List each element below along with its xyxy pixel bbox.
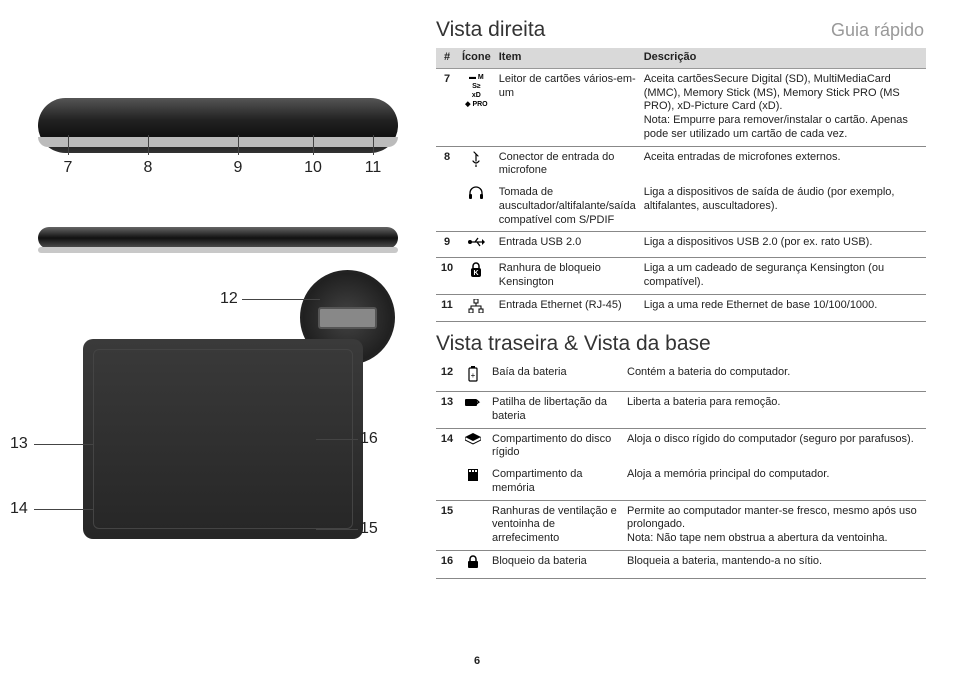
cell-icon: K bbox=[458, 258, 495, 295]
label-11: 11 bbox=[348, 159, 398, 177]
cell-num: 8 bbox=[436, 146, 458, 182]
label-10: 10 bbox=[278, 159, 348, 177]
cell-desc: Liga a um cadeado de segurança Kensingto… bbox=[640, 258, 926, 295]
cell-num: 12 bbox=[436, 362, 458, 391]
battery-lock-icon bbox=[467, 555, 479, 569]
cell-desc: Permite ao computador manter-se fresco, … bbox=[623, 500, 926, 550]
card-reader-icon: ▬ MS≥xD◆ PRO bbox=[465, 73, 488, 109]
cell-desc: Liga a uma rede Ethernet de base 10/100/… bbox=[640, 294, 926, 322]
battery-release-icon bbox=[465, 396, 481, 408]
callout-14: 14 bbox=[10, 500, 28, 518]
th-item: Item bbox=[495, 48, 640, 68]
page-number: 6 bbox=[474, 655, 480, 667]
cell-icon bbox=[458, 146, 495, 182]
cell-icon bbox=[458, 550, 488, 578]
table-row: 8 Conector de entrada do microfone Aceit… bbox=[436, 146, 926, 182]
table-vista-direita: # Ícone Item Descrição 7 ▬ MS≥xD◆ PRO Le… bbox=[436, 48, 926, 322]
cell-desc: Contém a bateria do computador. bbox=[623, 362, 926, 391]
cell-desc: Bloqueia a bateria, mantendo-a no sítio. bbox=[623, 550, 926, 578]
cell-item: Ranhuras de ventilação e ventoinha de ar… bbox=[488, 500, 623, 550]
cell-icon bbox=[458, 182, 495, 232]
th-desc: Descrição bbox=[640, 48, 926, 68]
cell-icon: + bbox=[458, 362, 488, 391]
svg-text:+: + bbox=[471, 371, 476, 380]
table-row: 7 ▬ MS≥xD◆ PRO Leitor de cartões vários-… bbox=[436, 68, 926, 146]
cell-icon bbox=[458, 294, 495, 322]
table-row: 12 + Baía da bateria Contém a bateria do… bbox=[436, 362, 926, 391]
guide-label: Guia rápido bbox=[831, 20, 924, 41]
memory-icon bbox=[467, 468, 479, 482]
cell-num bbox=[436, 182, 458, 232]
usb-icon bbox=[467, 236, 485, 248]
cell-item: Entrada Ethernet (RJ-45) bbox=[495, 294, 640, 322]
cell-desc: Liberta a bateria para remoção. bbox=[623, 392, 926, 429]
table-row: 11 Entrada Ethernet (RJ-45) Liga a uma r… bbox=[436, 294, 926, 322]
kensington-lock-icon: K bbox=[470, 262, 482, 278]
cell-icon bbox=[458, 464, 488, 500]
cell-desc: Aloja a memória principal do computador. bbox=[623, 464, 926, 500]
th-num: # bbox=[436, 48, 458, 68]
cell-item: Conector de entrada do microfone bbox=[495, 146, 640, 182]
th-icon: Ícone bbox=[458, 48, 495, 68]
side-view-labels: 7 8 9 10 11 bbox=[38, 159, 398, 177]
cell-num: 16 bbox=[436, 550, 458, 578]
cell-desc: Aceita entradas de microfones externos. bbox=[640, 146, 926, 182]
cell-num: 9 bbox=[436, 232, 458, 258]
cell-icon bbox=[458, 428, 488, 464]
cell-item: Bloqueio da bateria bbox=[488, 550, 623, 578]
callout-16: 16 bbox=[360, 430, 378, 448]
headphone-icon bbox=[468, 186, 484, 200]
microphone-icon bbox=[469, 151, 483, 167]
label-7: 7 bbox=[38, 159, 98, 177]
rear-view-image bbox=[38, 227, 398, 249]
table-vista-base: 12 + Baía da bateria Contém a bateria do… bbox=[436, 362, 926, 578]
callout-13: 13 bbox=[10, 435, 28, 453]
cell-desc: Aloja o disco rígido do computador (segu… bbox=[623, 428, 926, 464]
table-row: 14 Compartimento do disco rígido Aloja o… bbox=[436, 428, 926, 464]
cell-icon bbox=[458, 500, 488, 550]
left-column: 7 8 9 10 11 12 bbox=[28, 18, 418, 579]
cell-icon bbox=[458, 232, 495, 258]
cell-desc: Liga a dispositivos USB 2.0 (por ex. rat… bbox=[640, 232, 926, 258]
cell-item: Compartimento da memória bbox=[488, 464, 623, 500]
ethernet-icon bbox=[468, 299, 484, 313]
hdd-icon bbox=[465, 433, 481, 445]
cell-icon bbox=[458, 392, 488, 429]
cell-item: Patilha de libertação da bateria bbox=[488, 392, 623, 429]
cell-num: 11 bbox=[436, 294, 458, 322]
label-12: 12 bbox=[220, 290, 238, 308]
cell-item: Entrada USB 2.0 bbox=[495, 232, 640, 258]
table-row: 15 Ranhuras de ventilação e ventoinha de… bbox=[436, 500, 926, 550]
cell-item: Compartimento do disco rígido bbox=[488, 428, 623, 464]
section2-title: Vista traseira & Vista da base bbox=[436, 332, 926, 356]
svg-text:K: K bbox=[474, 270, 479, 277]
cell-item: Ranhura de bloqueio Kensington bbox=[495, 258, 640, 295]
cell-item: Baía da bateria bbox=[488, 362, 623, 391]
table-row: 13 Patilha de libertação da bateria Libe… bbox=[436, 392, 926, 429]
cell-num: 13 bbox=[436, 392, 458, 429]
battery-icon: + bbox=[468, 366, 478, 382]
cell-num: 7 bbox=[436, 68, 458, 146]
callout-15: 15 bbox=[360, 520, 378, 538]
table-row: 9 Entrada USB 2.0 Liga a dispositivos US… bbox=[436, 232, 926, 258]
table-row: 10 K Ranhura de bloqueio Kensington Liga… bbox=[436, 258, 926, 295]
cell-desc: Liga a dispositivos de saída de áudio (p… bbox=[640, 182, 926, 232]
cell-item: Leitor de cartões vários-em-um bbox=[495, 68, 640, 146]
cell-num bbox=[436, 464, 458, 500]
label-9: 9 bbox=[198, 159, 278, 177]
table-row: 16 Bloqueio da bateria Bloqueia a bateri… bbox=[436, 550, 926, 578]
table-row: Tomada de auscultador/altifalante/saída … bbox=[436, 182, 926, 232]
cell-num: 15 bbox=[436, 500, 458, 550]
label-8: 8 bbox=[98, 159, 198, 177]
right-column: Vista direita # Ícone Item Descrição 7 ▬… bbox=[436, 18, 926, 579]
right-side-view-image bbox=[38, 98, 398, 153]
cell-num: 14 bbox=[436, 428, 458, 464]
cell-desc: Aceita cartõesSecure Digital (SD), Multi… bbox=[640, 68, 926, 146]
table-row: Compartimento da memória Aloja a memória… bbox=[436, 464, 926, 500]
cell-num: 10 bbox=[436, 258, 458, 295]
cell-icon: ▬ MS≥xD◆ PRO bbox=[458, 68, 495, 146]
cell-item: Tomada de auscultador/altifalante/saída … bbox=[495, 182, 640, 232]
page: 7 8 9 10 11 12 Vista direita # Ícone Ite… bbox=[0, 0, 954, 589]
